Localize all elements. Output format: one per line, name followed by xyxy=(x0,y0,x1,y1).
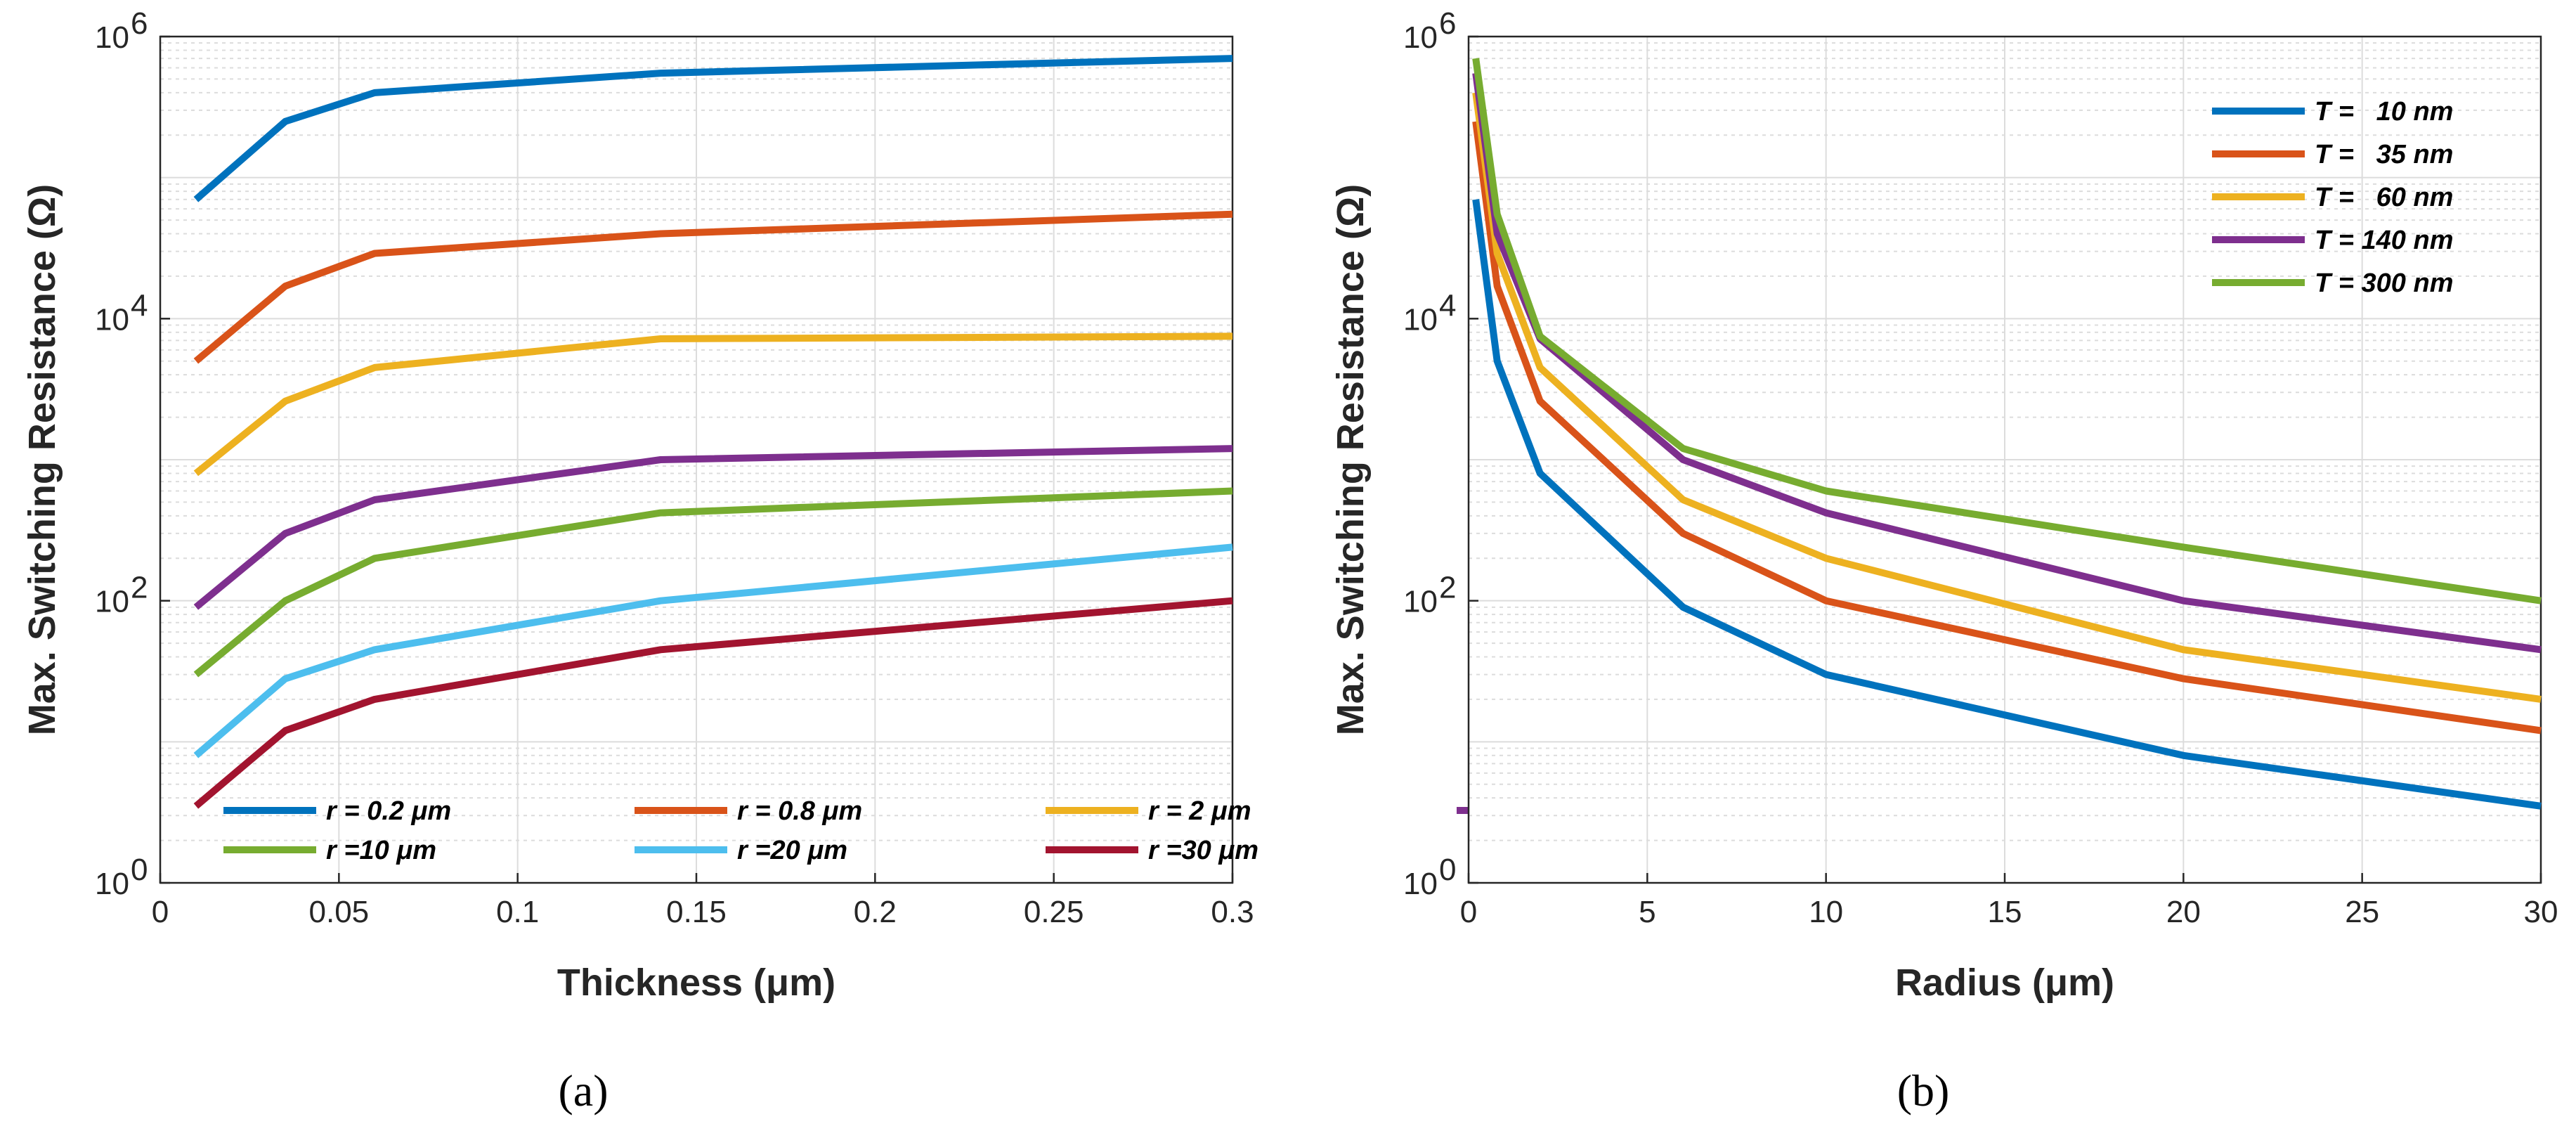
chart-a-y-tick-label: 10 xyxy=(95,585,129,619)
chart-b-legend-label: T = 60 nm xyxy=(2315,183,2453,212)
chart-b-series-group xyxy=(1472,58,2542,810)
chart-a-series-group xyxy=(193,55,1233,809)
chart-b-series-line-t-300-nm xyxy=(1472,58,2542,604)
chart-b-x-tick-label: 25 xyxy=(2345,895,2379,929)
chart-a-axes-frame xyxy=(159,35,1234,884)
chart-a-legend-item: r =20 μm xyxy=(635,836,847,865)
chart-b-legend-item: T = 140 nm xyxy=(2212,226,2453,255)
chart-a-x-axis-title: Thickness (μm) xyxy=(557,962,835,1004)
chart-b-legend-item: T = 300 nm xyxy=(2212,269,2453,298)
chart-b-axes-frame xyxy=(1467,35,2542,884)
chart-b-legend-label: T = 10 nm xyxy=(2315,97,2453,127)
chart-a-series-line-r-0-8-m xyxy=(193,210,1233,364)
chart-b-legend-label: T = 35 nm xyxy=(2315,140,2453,169)
chart-a-y-tick-exponent: 0 xyxy=(131,853,148,887)
chart-b-series-line-t-10-nm xyxy=(1472,199,2542,810)
chart-a-legend-label: r = 0.2 μm xyxy=(326,796,451,826)
chart-a-legend-label: r =20 μm xyxy=(737,836,847,865)
chart-b-legend-label: T = 300 nm xyxy=(2315,269,2453,298)
chart-a-y-tick-label: 10 xyxy=(95,20,129,55)
chart-b-x-tick-label: 5 xyxy=(1639,895,1655,929)
chart-a-series-line-r-10-m xyxy=(193,487,1233,678)
chart-b-y-axis-title: Max. Switching Resistance (Ω) xyxy=(1329,184,1372,735)
chart-a-caption: (a) xyxy=(558,1066,608,1116)
chart-a-legend-item: r = 0.2 μm xyxy=(223,796,451,826)
chart-a-series-line-r-0-2-m xyxy=(193,55,1233,202)
chart-b-y-tick-exponent: 0 xyxy=(1439,853,1456,887)
chart-a-y-tick-exponent: 2 xyxy=(131,571,148,605)
chart-b-y-tick-exponent: 4 xyxy=(1439,288,1456,323)
chart-a-series-line-r-20-m xyxy=(193,543,1233,758)
chart-b-y-tick-label: 10 xyxy=(1403,585,1438,619)
chart-b-x-tick-label: 20 xyxy=(2166,895,2201,929)
chart-a-legend-item: r =30 μm xyxy=(1046,836,1258,865)
chart-a-y-tick-label: 10 xyxy=(95,302,129,337)
chart-b-y-tick-label: 10 xyxy=(1403,867,1438,901)
chart-b-y-tick-label: 10 xyxy=(1403,20,1438,55)
chart-b-series-line-t-35-nm xyxy=(1472,121,2542,735)
chart-a-series-line-r-2-m xyxy=(193,332,1233,477)
chart-b-y-tick-exponent: 2 xyxy=(1439,571,1456,605)
chart-a-legend-label: r = 2 μm xyxy=(1148,796,1251,826)
chart-b-y-tick-label: 10 xyxy=(1403,302,1438,337)
chart-b-x-tick-label: 30 xyxy=(2524,895,2558,929)
chart-a-legend-item: r = 0.8 μm xyxy=(635,796,862,826)
chart-a-legend-label: r = 0.8 μm xyxy=(737,796,862,826)
chart-a-y-tick-exponent: 6 xyxy=(131,6,148,41)
chart-b-legend-item: T = 35 nm xyxy=(2212,140,2453,169)
chart-a-series-line-r-30-m xyxy=(193,597,1233,809)
chart-a-x-tick-label: 0.15 xyxy=(666,895,727,929)
chart-b-legend-item: T = 10 nm xyxy=(2212,97,2453,127)
chart-a-series-line-r-6-m xyxy=(193,445,1233,610)
chart-a-x-tick-label: 0.3 xyxy=(1211,895,1254,929)
chart-a-legend-label: r =10 μm xyxy=(326,836,436,865)
chart-b-x-axis-title: Radius (μm) xyxy=(1895,962,2114,1004)
chart-b-y-tick-exponent: 6 xyxy=(1439,6,1456,41)
chart-b-x-tick-label: 15 xyxy=(1988,895,2022,929)
chart-b-series-line-t-140-nm xyxy=(1472,72,2542,654)
chart-b-caption: (b) xyxy=(1897,1066,1950,1116)
chart-a-legend-label: r =30 μm xyxy=(1148,836,1258,865)
chart-a-x-tick-label: 0.05 xyxy=(309,895,370,929)
chart-a-x-tick-label: 0.25 xyxy=(1024,895,1084,929)
chart-b-legend: T = 10 nm T = 35 nm T = 60 nm T = 140 nm T =… xyxy=(2212,97,2453,298)
chart-a-y-tick-label: 10 xyxy=(95,867,129,901)
chart-a-legend-item: r = 2 μm xyxy=(1046,796,1251,826)
chart-b-x-tick-label: 10 xyxy=(1809,895,1843,929)
chart-a-y-axis-title: Max. Switching Resistance (Ω) xyxy=(21,184,63,735)
chart-b-series-line-t-60-nm xyxy=(1472,92,2542,703)
chart-b-x-tick-label: 0 xyxy=(1460,895,1477,929)
chart-a-x-tick-label: 0 xyxy=(152,895,169,929)
chart-a-x-tick-label: 0.1 xyxy=(496,895,539,929)
chart-a-legend-item: r =10 μm xyxy=(223,836,436,865)
chart-a-x-tick-label: 0.2 xyxy=(854,895,897,929)
chart-a-y-tick-exponent: 4 xyxy=(131,288,148,323)
chart-b-legend-label: T = 140 nm xyxy=(2315,226,2453,255)
chart-b-legend-item: T = 60 nm xyxy=(2212,183,2453,212)
